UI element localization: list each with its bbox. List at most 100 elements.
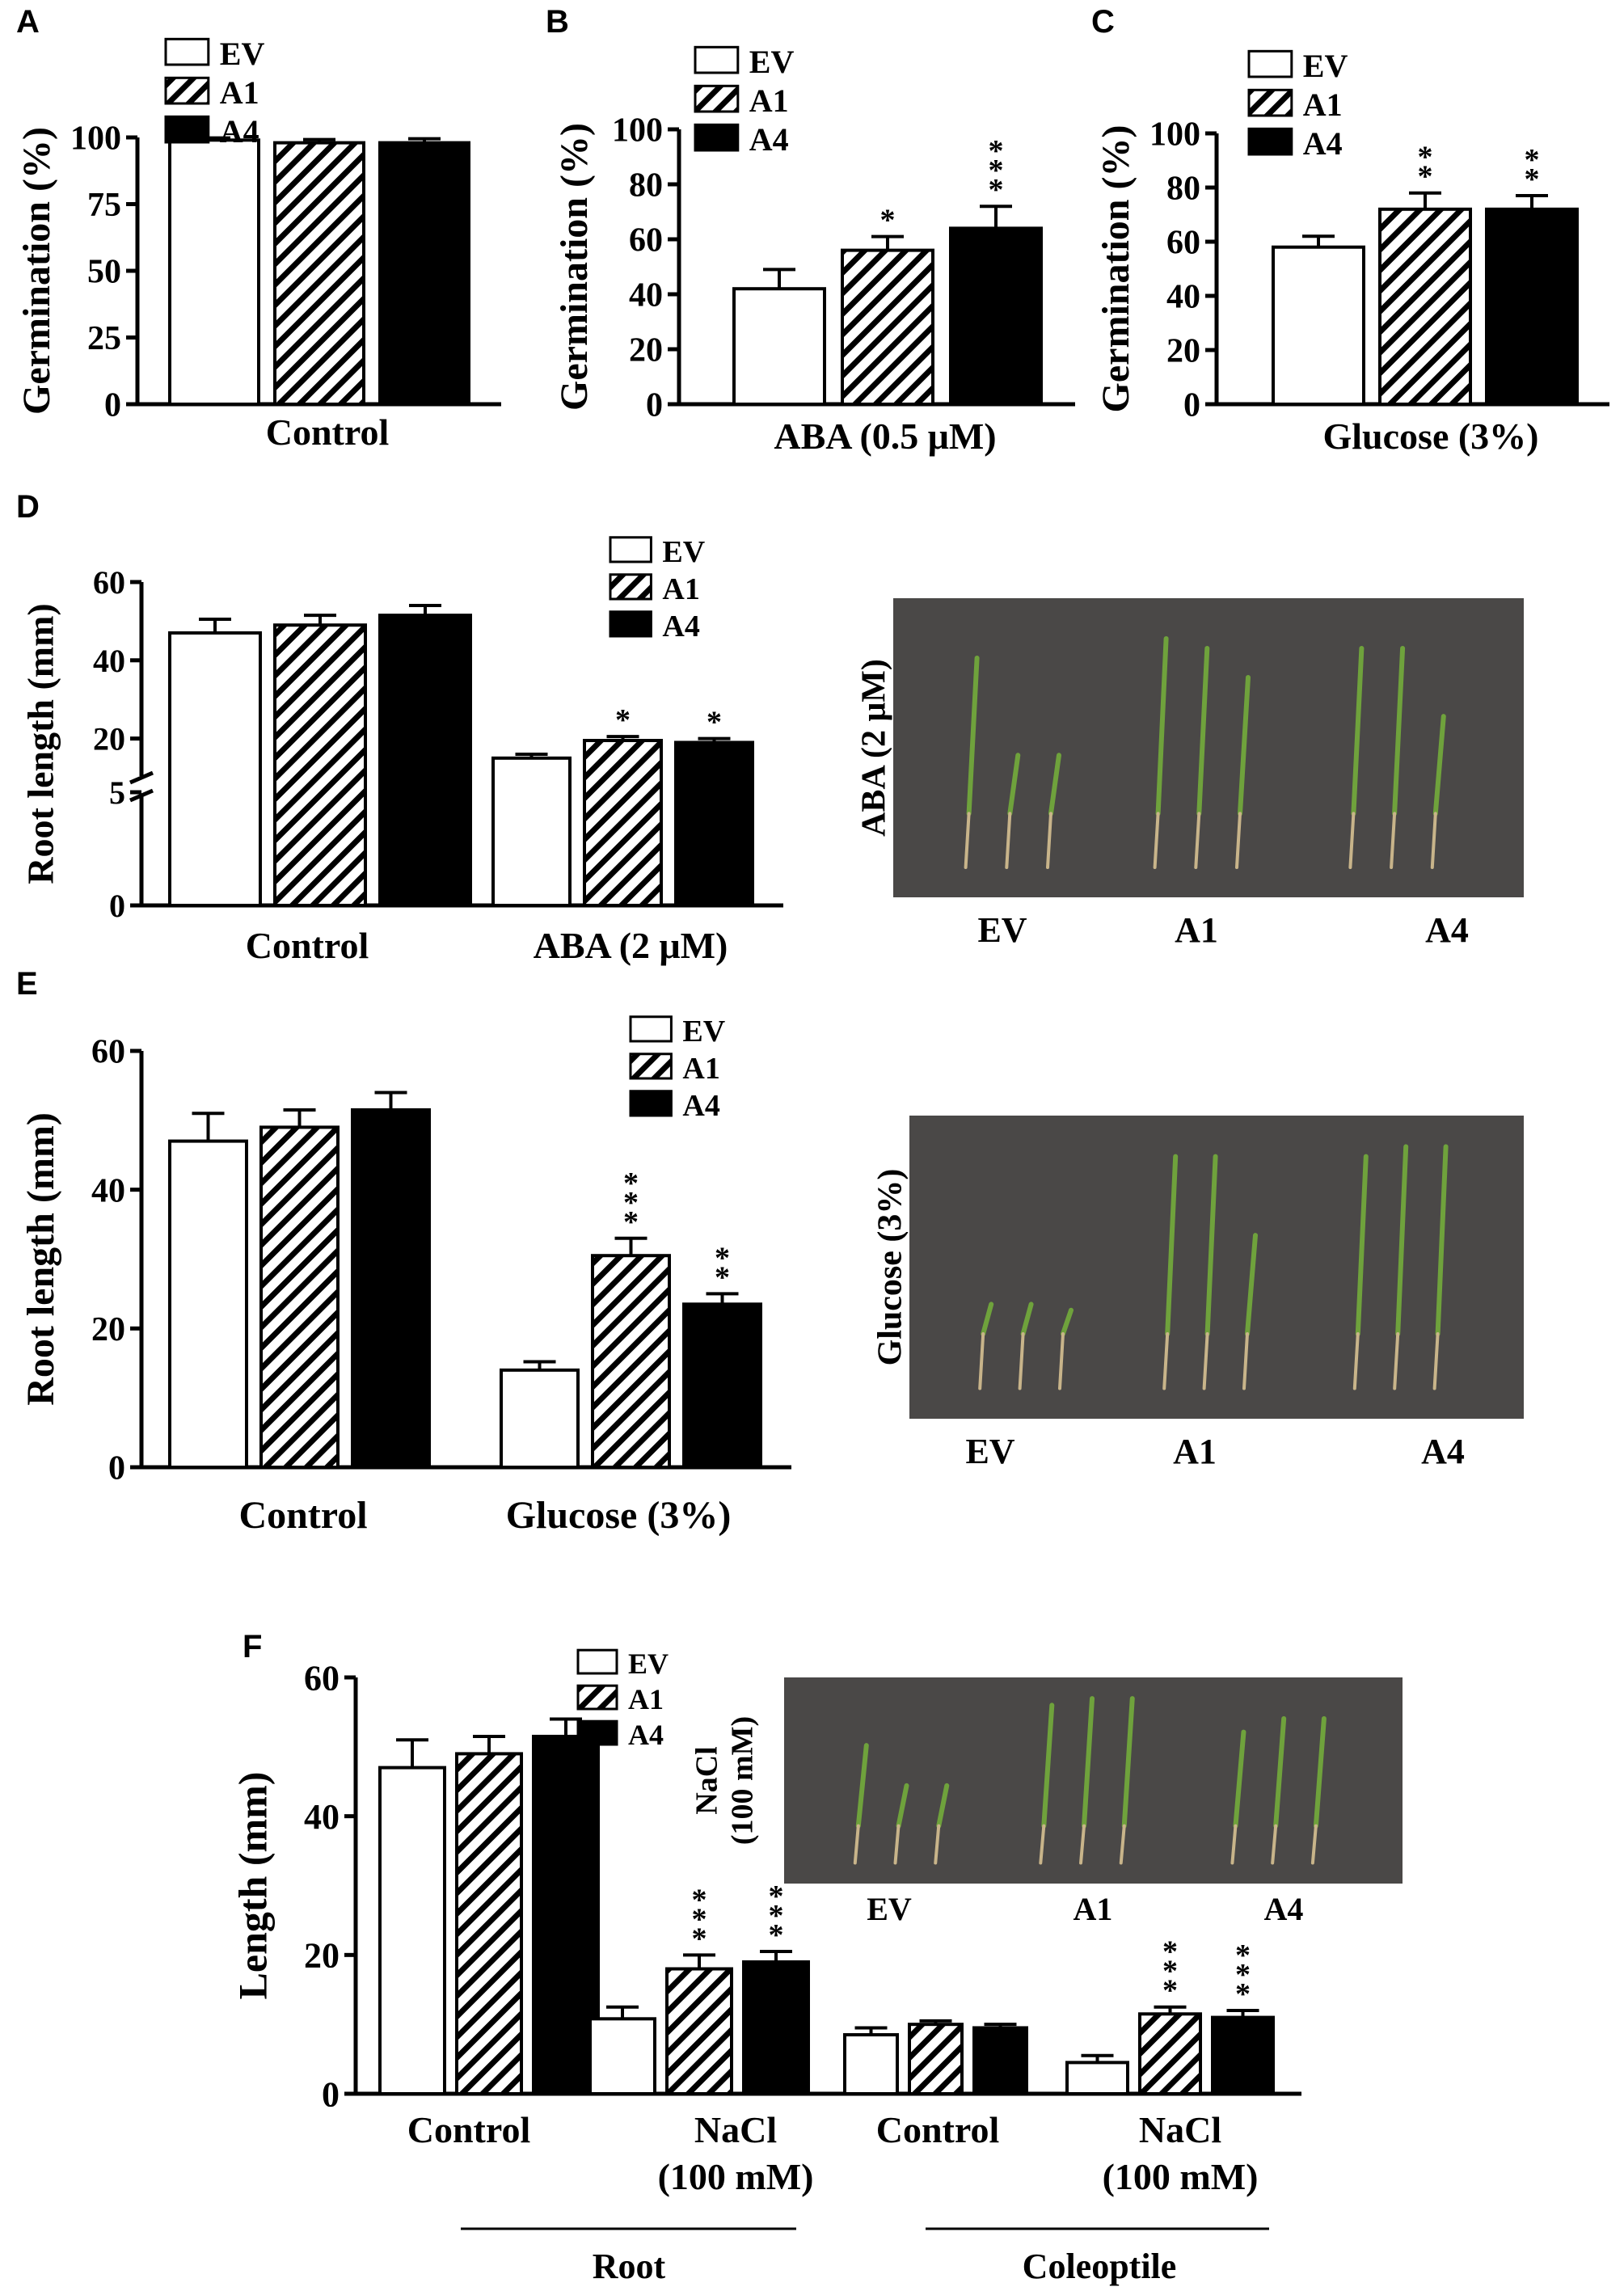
bar-a1 xyxy=(841,248,934,406)
x-axis-label: Control xyxy=(876,2109,1000,2150)
significance-star: * xyxy=(615,703,631,737)
seedling-shoot xyxy=(1196,645,1210,816)
bar-ev xyxy=(1065,2061,1129,2095)
bar-ev xyxy=(843,2033,899,2096)
y-tick-label: 5 xyxy=(109,774,125,811)
significance-star: * xyxy=(989,154,1004,188)
seedling-root xyxy=(1119,1824,1126,1865)
seedling-root xyxy=(1310,1824,1318,1865)
significance-star: * xyxy=(1162,1935,1178,1969)
significance-star: * xyxy=(1235,1939,1251,1972)
y-tick-label: 40 xyxy=(91,1172,125,1209)
bar-a4 xyxy=(949,226,1043,406)
legend-swatch-a4 xyxy=(1247,127,1293,156)
seedling-root xyxy=(1271,1824,1278,1865)
y-tick-label: 60 xyxy=(629,222,663,259)
legend-swatch-a4 xyxy=(694,123,740,152)
panel-letter: D xyxy=(16,489,40,525)
x-axis-label: (100 mM) xyxy=(658,2156,814,2197)
y-tick-label: 0 xyxy=(108,1450,125,1487)
seedling-root xyxy=(893,1824,901,1865)
significance-star: * xyxy=(1418,141,1433,175)
bar-ev xyxy=(168,631,262,907)
bar-a4 xyxy=(378,614,472,907)
seedling-root xyxy=(1202,1332,1209,1390)
bar-a4 xyxy=(674,740,754,907)
seedling-root xyxy=(1005,812,1012,869)
significance-star: * xyxy=(1235,1977,1251,2011)
bar-a1 xyxy=(591,1254,671,1470)
bar-a4 xyxy=(532,1734,600,2095)
seedling-photo-e: Glucose (3%) EV A1 A4 xyxy=(872,1116,1524,1471)
bar-a1 xyxy=(665,1967,733,2095)
seedling-shoot xyxy=(855,1743,869,1829)
seedling-shoot xyxy=(1238,675,1251,816)
significance-star: * xyxy=(692,1902,707,1936)
photo-bottom-label: A1 xyxy=(1175,910,1218,950)
legend-swatch-ev xyxy=(576,1648,618,1675)
bar-a4 xyxy=(378,141,470,406)
seedling-root xyxy=(1432,1332,1440,1390)
bar-a1 xyxy=(583,739,663,908)
bar-a4 xyxy=(1485,207,1579,406)
bar-a1 xyxy=(1138,2012,1202,2096)
y-tick-label: 20 xyxy=(629,332,663,369)
legend-label: A1 xyxy=(662,572,699,606)
seedling-shoot xyxy=(1048,753,1061,816)
seedling-root xyxy=(964,812,971,869)
x-axis-label: Glucose (3%) xyxy=(506,1494,732,1537)
bar-ev xyxy=(378,1766,446,2095)
legend-swatch-ev xyxy=(609,536,652,563)
significance-star: * xyxy=(1162,1955,1178,1989)
x-axis-label: Control xyxy=(266,411,390,453)
significance-star: * xyxy=(989,134,1004,168)
significance-star: * xyxy=(715,1241,730,1275)
seedling-shoot xyxy=(1061,1307,1074,1336)
y-axis-label: Germination (%) xyxy=(15,127,58,415)
seedling-shoot xyxy=(1395,1144,1409,1336)
y-tick-label: 60 xyxy=(91,1034,125,1071)
group-bracket-label: Coleoptile xyxy=(1023,2247,1177,2286)
axis-break-mark xyxy=(129,770,154,785)
y-tick-label: 100 xyxy=(70,120,121,158)
legend-swatch-a1 xyxy=(694,84,740,113)
y-axis-label: Root length (mm) xyxy=(20,603,61,884)
y-tick-label: 0 xyxy=(322,2074,340,2114)
legend-label: A4 xyxy=(1303,125,1343,162)
seedling-shoot xyxy=(981,1302,994,1336)
seedling-shoot xyxy=(1041,1702,1055,1829)
legend-swatch-ev xyxy=(164,37,210,66)
legend-label: A1 xyxy=(628,1683,664,1715)
x-axis-label: Control xyxy=(246,925,369,966)
significance-star: * xyxy=(769,1918,784,1952)
significance-star: * xyxy=(1418,160,1433,194)
legend-swatch-ev xyxy=(1247,49,1293,78)
x-axis-label: NaCl xyxy=(1139,2109,1221,2150)
significance-star: * xyxy=(769,1899,784,1933)
y-tick-label: 100 xyxy=(1149,116,1200,154)
legend-label: EV xyxy=(749,44,795,80)
legend-label: A4 xyxy=(662,610,699,643)
panel-letter: A xyxy=(16,4,40,40)
y-axis-label: Germination (%) xyxy=(1095,125,1137,413)
legend-label: EV xyxy=(662,535,705,569)
bar-ev xyxy=(732,287,826,407)
bar-ev xyxy=(1272,245,1365,407)
group-bracket-label: Root xyxy=(593,2247,666,2286)
legend-swatch-a4 xyxy=(629,1090,673,1117)
seedling-shoot xyxy=(1273,1716,1287,1829)
y-tick-label: 40 xyxy=(1166,279,1200,316)
seedling-root xyxy=(1058,1332,1065,1390)
bar-a4 xyxy=(742,1960,810,2096)
seedling-root xyxy=(1235,812,1242,869)
seedling-root xyxy=(1348,812,1356,869)
photo-bottom-label: A1 xyxy=(1074,1891,1113,1927)
y-tick-label: 20 xyxy=(91,1311,125,1348)
seedling-photo-d: ABA (2 μM) EV A1 A4 xyxy=(856,598,1524,950)
bar-a1 xyxy=(455,1752,523,2096)
legend-swatch-a1 xyxy=(609,573,652,601)
